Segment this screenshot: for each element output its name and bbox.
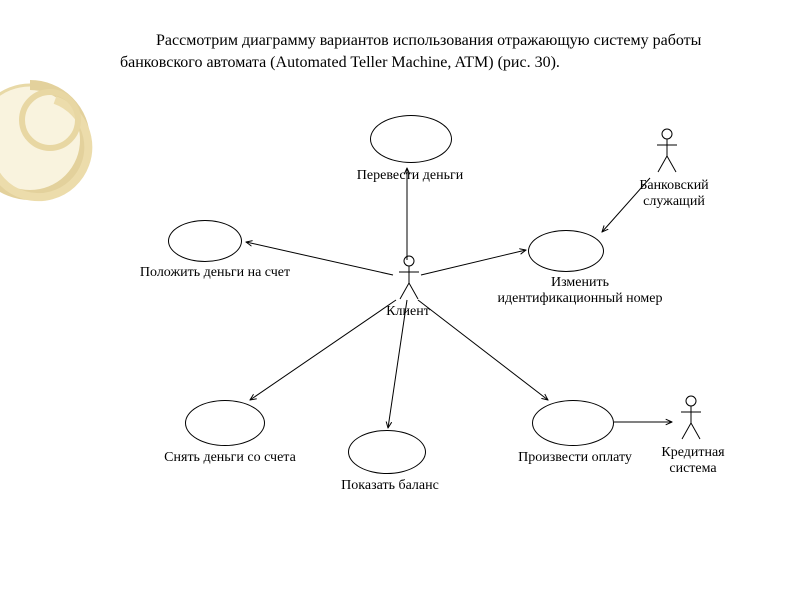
- actor-credit-label: Кредитнаясистема: [648, 445, 738, 477]
- usecase-changepin: [528, 230, 604, 272]
- usecase-payment: [532, 400, 614, 446]
- diagram-canvas: Перевести деньги Положить деньги на счет…: [0, 0, 800, 600]
- usecase-deposit-label: Положить деньги на счет: [120, 265, 310, 281]
- slide: Рассмотрим диаграмму вариантов использов…: [0, 0, 800, 600]
- usecase-transfer: [370, 115, 452, 163]
- usecase-transfer-label: Перевести деньги: [340, 168, 480, 184]
- actor-credit: [680, 395, 702, 446]
- edge-client-to-withdraw: [250, 300, 396, 400]
- usecase-deposit: [168, 220, 242, 262]
- actor-clerk: [656, 128, 678, 179]
- usecase-withdraw: [185, 400, 265, 446]
- usecase-changepin-label: Изменитьидентификационный номер: [470, 275, 690, 307]
- actor-clerk-label: Банковскийслужащий: [624, 178, 724, 210]
- edge-client-to-changepin: [421, 250, 526, 275]
- usecase-payment-label: Произвести оплату: [500, 450, 650, 466]
- usecase-balance-label: Показать баланс: [320, 478, 460, 494]
- usecase-withdraw-label: Снять деньги со счета: [140, 450, 320, 466]
- actor-client-label: Клиент: [378, 304, 438, 320]
- actor-client: [398, 255, 420, 306]
- usecase-balance: [348, 430, 426, 474]
